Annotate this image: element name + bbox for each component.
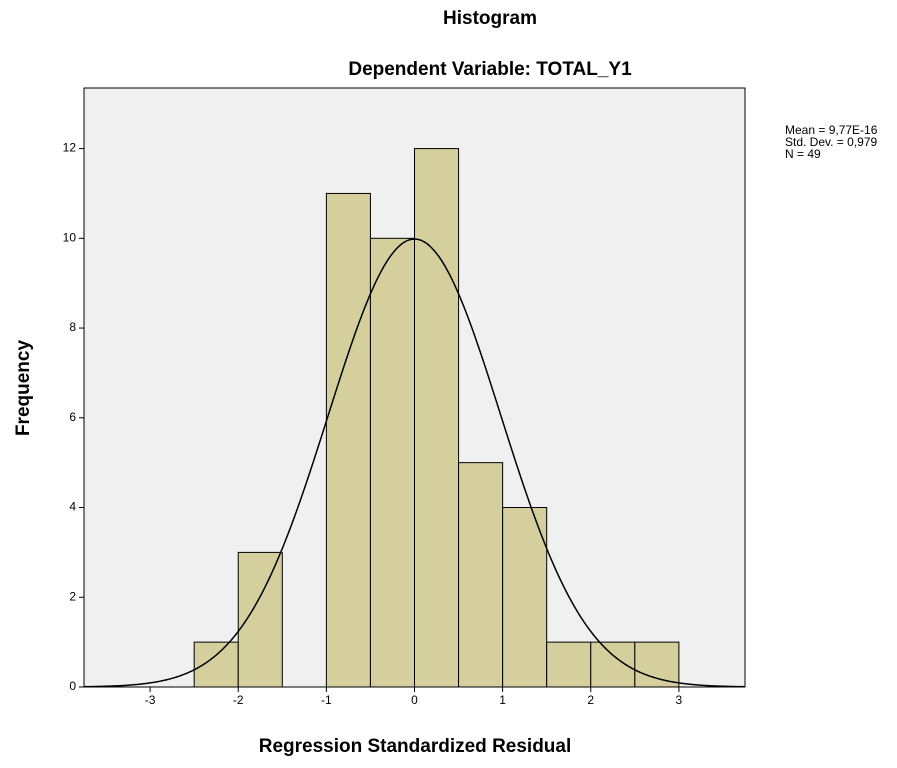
bar bbox=[502, 507, 548, 688]
normal-curve bbox=[83, 238, 746, 688]
x-tick-label: 3 bbox=[676, 693, 683, 707]
bar bbox=[414, 148, 460, 688]
x-tick-label: -3 bbox=[145, 693, 156, 707]
y-tick-label: 0 bbox=[69, 679, 76, 693]
x-tick-label: -1 bbox=[321, 693, 332, 707]
y-tick-label: 10 bbox=[63, 230, 77, 244]
y-tick-label: 12 bbox=[63, 141, 77, 155]
x-tick-label: 2 bbox=[587, 693, 594, 707]
bar bbox=[369, 237, 415, 688]
y-tick-label: 2 bbox=[69, 589, 76, 603]
x-tick-label: -2 bbox=[233, 693, 244, 707]
x-tick-label: 0 bbox=[411, 693, 418, 707]
bar bbox=[634, 641, 680, 688]
y-tick-label: 8 bbox=[69, 320, 76, 334]
chart-subtitle: Dependent Variable: TOTAL_Y1 bbox=[348, 59, 632, 80]
x-axis-label: Regression Standardized Residual bbox=[259, 736, 572, 757]
bar bbox=[325, 192, 371, 688]
y-axis-label: Frequency bbox=[13, 340, 34, 437]
bar bbox=[458, 462, 504, 688]
x-tick-label: 1 bbox=[499, 693, 506, 707]
chart-title: Histogram bbox=[443, 8, 537, 29]
stat-label: Std. Dev. = 0,979 bbox=[785, 135, 877, 149]
stat-label: Mean = 9,77E-16 bbox=[785, 123, 878, 137]
bar bbox=[546, 641, 592, 688]
y-tick-label: 6 bbox=[69, 410, 76, 424]
stat-label: N = 49 bbox=[785, 147, 821, 161]
y-tick-label: 4 bbox=[69, 500, 76, 514]
bar bbox=[237, 551, 283, 688]
bar bbox=[590, 641, 636, 688]
bar bbox=[193, 641, 239, 688]
